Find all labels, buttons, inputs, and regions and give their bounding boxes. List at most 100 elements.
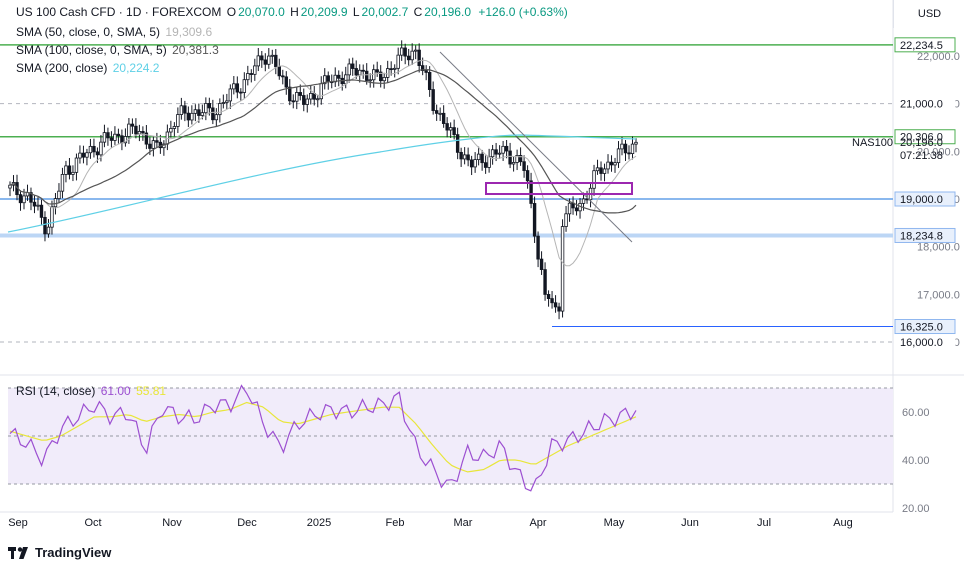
ohlc-key-C: C bbox=[413, 5, 423, 19]
sma200-label: SMA (200, close) bbox=[16, 61, 108, 75]
candle-body bbox=[232, 83, 236, 90]
level-label-bg-21,000.0 bbox=[894, 96, 956, 112]
candle-body bbox=[532, 203, 537, 237]
symbol-title: US 100 Cash CFD · 1D · FOREXCOM bbox=[16, 5, 222, 19]
sma50-legend[interactable]: SMA (50, close, 0, SMA, 5) 19,309.6 bbox=[16, 25, 214, 39]
candle-body bbox=[113, 133, 117, 141]
candle-body bbox=[316, 98, 320, 101]
candle-body bbox=[389, 68, 393, 71]
tradingview-logo-icon bbox=[8, 546, 28, 559]
candle-body bbox=[494, 149, 498, 155]
candle-body bbox=[365, 70, 369, 81]
candle-body bbox=[46, 226, 51, 235]
candle-body bbox=[302, 95, 306, 105]
candle-body bbox=[71, 171, 75, 175]
candle-body bbox=[337, 74, 341, 79]
candle-body bbox=[595, 167, 600, 172]
candle-body bbox=[459, 151, 463, 160]
candle-body bbox=[288, 86, 292, 102]
candle-body bbox=[326, 75, 330, 83]
candle-body bbox=[78, 152, 82, 159]
ohlc-value-O: 20,070.0 bbox=[238, 5, 285, 19]
candle-body bbox=[64, 165, 68, 175]
candle-body bbox=[609, 161, 614, 166]
candle-body bbox=[137, 131, 142, 135]
sma100-legend[interactable]: SMA (100, close, 0, SMA, 5) 20,381.3 bbox=[16, 43, 221, 57]
rsi-legend[interactable]: RSI (14, close) 61.00 55.81 bbox=[16, 384, 168, 398]
candle-body bbox=[267, 55, 271, 65]
candle-body bbox=[197, 109, 201, 116]
candle-body bbox=[102, 132, 107, 143]
candle-body bbox=[379, 71, 383, 82]
candle-body bbox=[466, 154, 470, 161]
level-label-bg-16,000.0 bbox=[894, 334, 956, 350]
candle-body bbox=[141, 131, 145, 134]
candle-body bbox=[511, 162, 516, 165]
y-tick-20,000.0: 20,000.0 bbox=[917, 146, 960, 158]
candle-body bbox=[39, 204, 44, 218]
candle-body bbox=[323, 75, 327, 85]
candle-body bbox=[218, 103, 222, 116]
candle-body bbox=[148, 143, 152, 149]
candle-body bbox=[155, 140, 159, 143]
candle-body bbox=[627, 152, 631, 155]
candle-body bbox=[92, 145, 96, 153]
candle-body bbox=[109, 137, 114, 141]
symbol-tag: NAS100 bbox=[852, 137, 893, 149]
candle-body bbox=[616, 148, 621, 164]
candle-body bbox=[385, 68, 390, 78]
candle-body bbox=[382, 76, 386, 82]
candle-body bbox=[106, 132, 110, 139]
candle-body bbox=[309, 92, 313, 100]
candle-body bbox=[347, 63, 351, 76]
candle-body bbox=[504, 145, 509, 152]
candle-body bbox=[413, 49, 418, 52]
candle-body bbox=[190, 112, 194, 121]
candle-body bbox=[546, 294, 551, 299]
sma200-legend[interactable]: SMA (200, close) 20,224.2 bbox=[16, 61, 161, 75]
candle-body bbox=[120, 135, 124, 144]
ohlc-values: O 20,070.0 H 20,209.9 L 20,002.7 C 20,196.0 bbox=[227, 5, 477, 19]
level-label-18,234.8: 18,234.8 bbox=[900, 230, 943, 242]
symbol-legend[interactable]: US 100 Cash CFD · 1D · FOREXCOM O 20,070.… bbox=[16, 5, 570, 19]
candle-body bbox=[543, 269, 547, 295]
candle-body bbox=[200, 112, 205, 116]
candle-body bbox=[375, 69, 379, 73]
candle-body bbox=[88, 145, 93, 154]
candle-body bbox=[85, 152, 89, 158]
candle-body bbox=[536, 235, 540, 260]
candle-body bbox=[239, 91, 243, 94]
candle-body bbox=[567, 202, 572, 215]
candle-body bbox=[32, 201, 37, 207]
currency-button[interactable]: USD bbox=[893, 0, 964, 28]
candle-body bbox=[127, 123, 131, 137]
candle-body bbox=[228, 88, 233, 102]
candle-body bbox=[74, 157, 79, 173]
rsi-line bbox=[9, 384, 637, 492]
current-price-label: 20,196.0 bbox=[900, 137, 943, 149]
candle-body bbox=[144, 132, 149, 145]
candle-body bbox=[396, 54, 400, 69]
candle-body bbox=[354, 68, 358, 76]
candle-body bbox=[95, 151, 100, 156]
x-tick-May: May bbox=[604, 517, 625, 529]
candle-body bbox=[295, 92, 299, 102]
sma200-value: 20,224.2 bbox=[112, 61, 160, 75]
trendline bbox=[439, 51, 633, 243]
candle-body bbox=[438, 112, 442, 115]
candle-body bbox=[613, 162, 617, 166]
candle-body bbox=[452, 127, 456, 136]
level-label-16,000.0: 16,000.0 bbox=[900, 337, 943, 349]
level-label-19,000.0: 19,000.0 bbox=[900, 194, 943, 206]
level-label-bg-19,000.0 bbox=[894, 191, 956, 207]
candle-body bbox=[480, 153, 484, 164]
candle-body bbox=[193, 109, 198, 114]
sma50-label: SMA (50, close, 0, SMA, 5) bbox=[16, 25, 161, 39]
countdown-label: 07:21:38 bbox=[900, 150, 943, 162]
candle-body bbox=[606, 161, 610, 170]
candle-body bbox=[99, 141, 103, 156]
x-tick-Jul: Jul bbox=[757, 517, 771, 529]
x-tick-Jun: Jun bbox=[681, 517, 699, 529]
